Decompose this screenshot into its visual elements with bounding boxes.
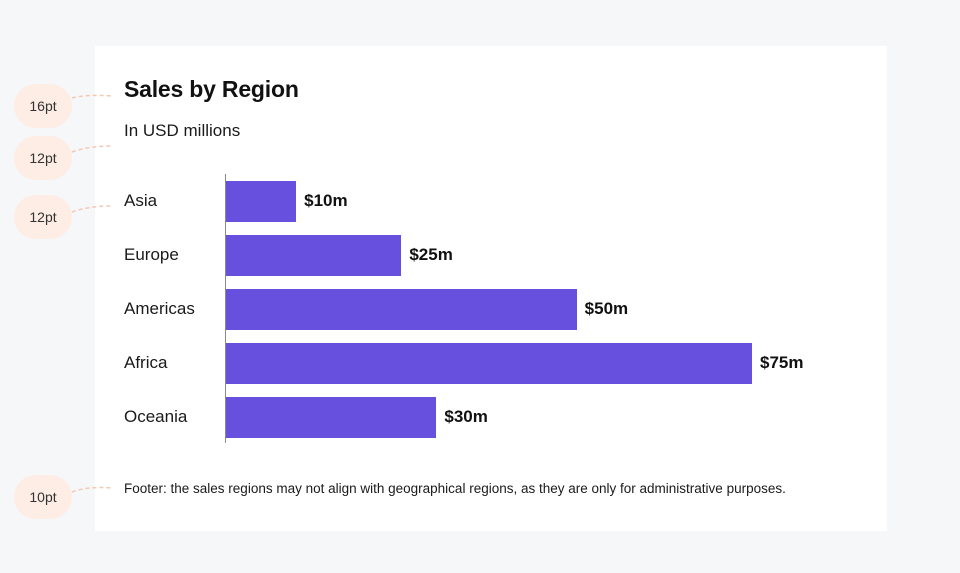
data-label-oceania: $30m xyxy=(444,407,488,426)
bar-europe xyxy=(226,235,402,276)
category-label-europe: Europe xyxy=(124,245,179,264)
chart-subtitle: In USD millions xyxy=(124,121,241,140)
bar-oceania xyxy=(226,397,437,438)
chart-title: Sales by Region xyxy=(124,76,299,102)
data-label-asia: $10m xyxy=(304,191,348,210)
data-label-africa: $75m xyxy=(760,353,804,372)
category-label-oceania: Oceania xyxy=(124,407,188,426)
data-label-americas: $50m xyxy=(584,299,629,318)
connector-subtitle xyxy=(71,145,113,153)
annotation-subtitle-size: 12pt xyxy=(14,136,72,180)
category-label-americas: Americas xyxy=(124,299,195,318)
bar-americas xyxy=(226,289,577,330)
bar-asia xyxy=(226,181,297,222)
chart-footer: Footer: the sales regions may not align … xyxy=(124,481,786,496)
annotation-label-size: 12pt xyxy=(14,195,72,239)
category-label-africa: Africa xyxy=(124,353,168,372)
chart-card xyxy=(95,46,887,531)
data-label-europe: $25m xyxy=(409,245,453,264)
connector-title xyxy=(71,94,113,99)
y-axis-line xyxy=(225,174,226,443)
connector-category xyxy=(71,205,113,213)
annotation-footer-size: 10pt xyxy=(14,475,72,519)
connector-footer xyxy=(71,486,113,493)
bar-africa xyxy=(226,343,752,384)
annotation-title-size: 16pt xyxy=(14,84,72,128)
category-label-asia: Asia xyxy=(124,191,158,210)
